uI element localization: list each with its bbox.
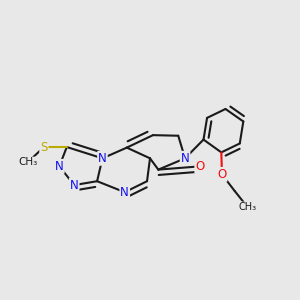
- Text: CH₃: CH₃: [18, 158, 37, 167]
- Text: N: N: [181, 152, 189, 165]
- Text: O: O: [217, 168, 226, 181]
- Text: CH₃: CH₃: [238, 202, 256, 212]
- Text: N: N: [70, 178, 79, 192]
- Text: S: S: [40, 140, 48, 154]
- Text: O: O: [195, 160, 205, 173]
- Text: N: N: [55, 160, 64, 173]
- Text: N: N: [120, 186, 129, 199]
- Text: N: N: [98, 152, 107, 165]
